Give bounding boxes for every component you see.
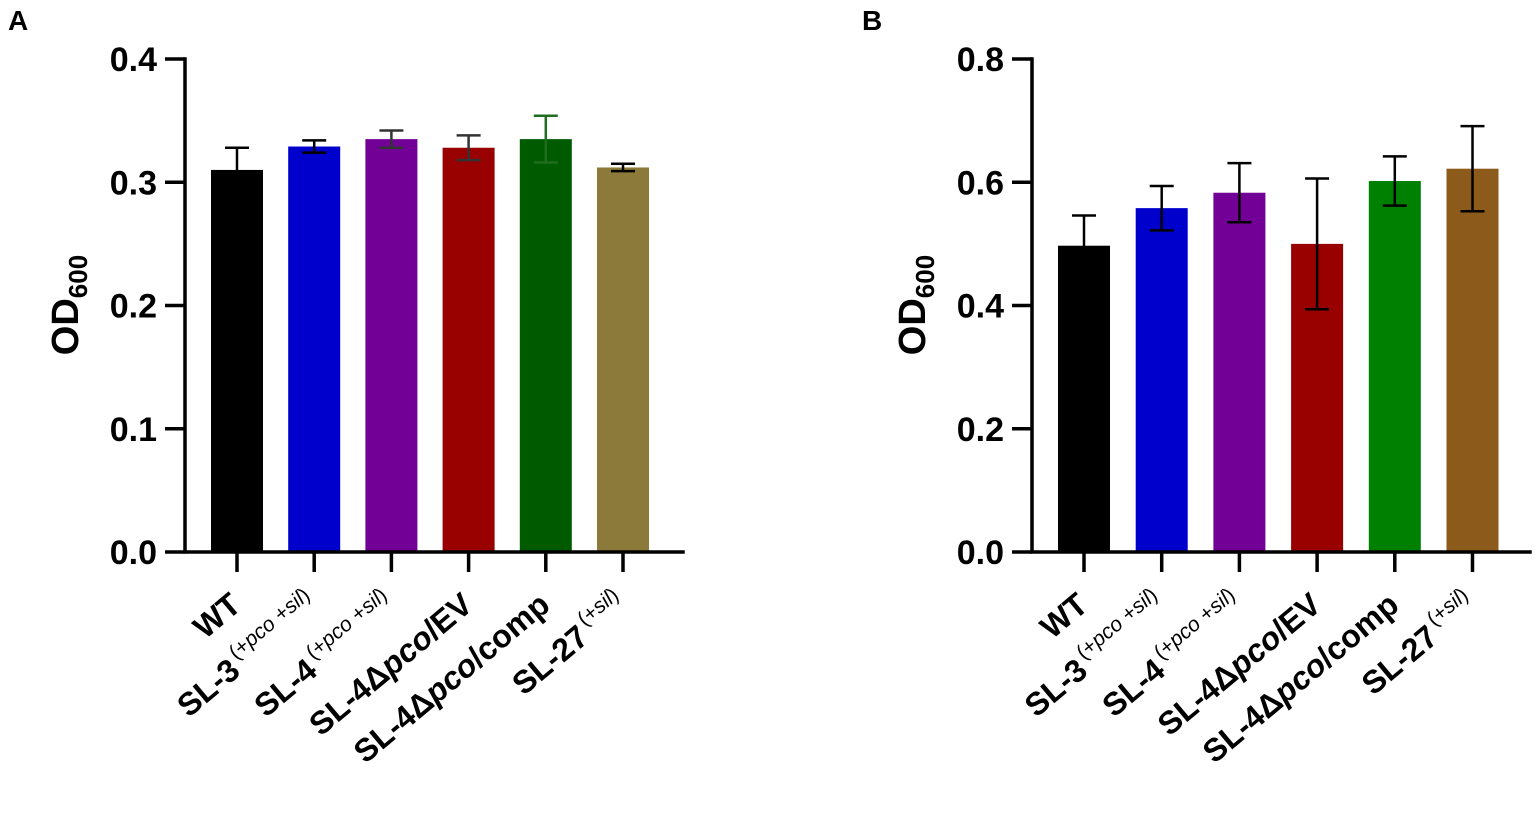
y-tick-label-a-1: 0.1	[110, 411, 157, 449]
y-tick-label-b-2: 0.4	[957, 288, 1004, 326]
bar-a-3	[365, 139, 418, 553]
error-bar-b-3	[1227, 161, 1252, 224]
bar-a-2	[288, 146, 341, 552]
error-bar-b-1	[1072, 214, 1096, 278]
bar-b-2	[1135, 208, 1188, 552]
y-axis-label-b: OD600	[892, 255, 940, 355]
bar-b-3	[1213, 192, 1266, 552]
error-bar-b-5	[1382, 155, 1407, 207]
bar-b-1	[1058, 245, 1110, 552]
bar-b-5	[1368, 181, 1421, 552]
y-tick-label-a-2: 0.2	[110, 288, 157, 326]
error-bar-a-5	[533, 114, 558, 164]
error-bar-b-2	[1149, 184, 1174, 232]
y-tick-label-a-4: 0.4	[110, 41, 157, 79]
y-tick-label-b-1: 0.2	[957, 411, 1004, 449]
error-bar-b-6	[1460, 124, 1485, 213]
error-bar-a-3	[379, 129, 404, 149]
y-tick-label-a-3: 0.3	[110, 164, 157, 202]
error-bar-a-1	[225, 146, 249, 194]
error-bar-b-4	[1305, 177, 1330, 311]
panel-label-a: A	[8, 5, 28, 36]
panel-label-b: B	[862, 5, 882, 36]
y-tick-label-b-3: 0.6	[957, 164, 1004, 202]
bar-b-6	[1446, 168, 1499, 552]
bar-a-6	[597, 167, 649, 552]
error-bar-a-4	[456, 134, 481, 162]
bar-a-1	[211, 169, 263, 553]
bar-a-4	[442, 147, 495, 553]
error-bar-a-2	[302, 139, 327, 154]
error-bar-a-6	[611, 162, 635, 173]
y-tick-label-b-0: 0.0	[957, 534, 1004, 572]
y-axis-label-a: OD600	[45, 255, 93, 355]
y-tick-label-b-4: 0.8	[957, 41, 1004, 79]
y-tick-label-a-0: 0.0	[110, 534, 157, 572]
bar-a-5	[519, 139, 572, 553]
